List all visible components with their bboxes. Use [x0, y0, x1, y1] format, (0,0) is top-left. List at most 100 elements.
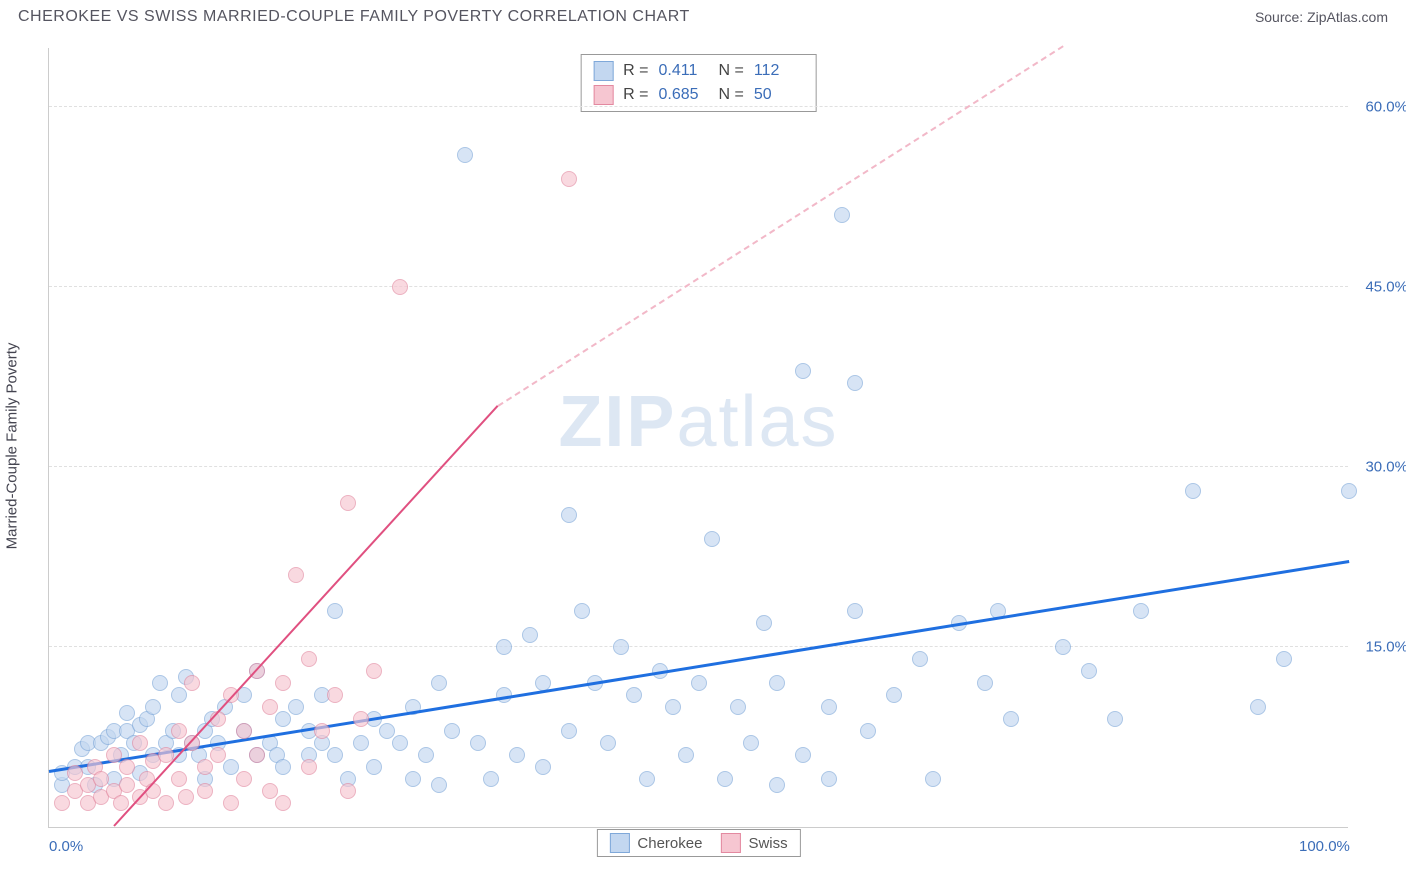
data-point — [119, 777, 135, 793]
header: CHEROKEE VS SWISS MARRIED-COUPLE FAMILY … — [0, 0, 1406, 30]
data-point — [197, 783, 213, 799]
data-point — [119, 705, 135, 721]
data-point — [275, 711, 291, 727]
y-tick-label: 30.0% — [1353, 459, 1406, 476]
data-point — [301, 759, 317, 775]
data-point — [106, 747, 122, 763]
data-point — [67, 765, 83, 781]
data-point — [1107, 711, 1123, 727]
data-point — [353, 711, 369, 727]
data-point — [132, 735, 148, 751]
data-point — [561, 723, 577, 739]
legend-label: Cherokee — [637, 835, 702, 852]
data-point — [158, 795, 174, 811]
data-point — [678, 747, 694, 763]
data-point — [847, 603, 863, 619]
data-point — [600, 735, 616, 751]
data-point — [977, 675, 993, 691]
data-point — [288, 699, 304, 715]
watermark: ZIPatlas — [558, 381, 838, 463]
data-point — [1003, 711, 1019, 727]
data-point — [178, 789, 194, 805]
data-point — [340, 783, 356, 799]
data-point — [1341, 483, 1357, 499]
data-point — [925, 771, 941, 787]
data-point — [886, 687, 902, 703]
data-point — [470, 735, 486, 751]
data-point — [249, 747, 265, 763]
data-point — [561, 171, 577, 187]
data-point — [1276, 651, 1292, 667]
legend-row-swiss: R =0.685 N =50 — [593, 83, 804, 107]
data-point — [223, 759, 239, 775]
data-point — [1133, 603, 1149, 619]
data-point — [704, 531, 720, 547]
data-point — [613, 639, 629, 655]
data-point — [288, 567, 304, 583]
data-point — [769, 675, 785, 691]
data-point — [197, 759, 213, 775]
x-tick-label: 100.0% — [1299, 838, 1350, 855]
data-point — [847, 375, 863, 391]
data-point — [236, 771, 252, 787]
data-point — [366, 759, 382, 775]
data-point — [236, 723, 252, 739]
data-point — [223, 795, 239, 811]
swatch-swiss — [593, 85, 613, 105]
swatch-cherokee — [593, 61, 613, 81]
data-point — [769, 777, 785, 793]
data-point — [171, 723, 187, 739]
legend-item: Swiss — [720, 833, 787, 853]
data-point — [665, 699, 681, 715]
data-point — [54, 795, 70, 811]
data-point — [834, 207, 850, 223]
y-tick-label: 45.0% — [1353, 279, 1406, 296]
data-point — [743, 735, 759, 751]
y-axis-label: Married-Couple Family Poverty — [4, 343, 21, 550]
data-point — [1081, 663, 1097, 679]
data-point — [262, 783, 278, 799]
data-point — [1250, 699, 1266, 715]
data-point — [210, 747, 226, 763]
data-point — [1055, 639, 1071, 655]
data-point — [795, 747, 811, 763]
data-point — [860, 723, 876, 739]
data-point — [353, 735, 369, 751]
data-point — [730, 699, 746, 715]
data-point — [152, 675, 168, 691]
data-point — [171, 687, 187, 703]
data-point — [379, 723, 395, 739]
data-point — [327, 747, 343, 763]
data-point — [1185, 483, 1201, 499]
data-point — [444, 723, 460, 739]
data-point — [496, 639, 512, 655]
data-point — [912, 651, 928, 667]
data-point — [535, 759, 551, 775]
legend-label: Swiss — [748, 835, 787, 852]
gridline — [49, 466, 1348, 467]
data-point — [340, 495, 356, 511]
legend-row-cherokee: R =0.411 N =112 — [593, 59, 804, 83]
data-point — [795, 363, 811, 379]
x-tick-label: 0.0% — [49, 838, 83, 855]
series-legend: Cherokee Swiss — [596, 829, 800, 857]
data-point — [275, 675, 291, 691]
data-point — [392, 279, 408, 295]
data-point — [509, 747, 525, 763]
data-point — [561, 507, 577, 523]
data-point — [392, 735, 408, 751]
data-point — [431, 777, 447, 793]
trend-line — [49, 560, 1349, 773]
data-point — [113, 795, 129, 811]
data-point — [405, 771, 421, 787]
gridline — [49, 106, 1348, 107]
data-point — [756, 615, 772, 631]
data-point — [639, 771, 655, 787]
data-point — [275, 795, 291, 811]
data-point — [93, 771, 109, 787]
legend-swatch — [609, 833, 629, 853]
legend-swatch — [720, 833, 740, 853]
gridline — [49, 646, 1348, 647]
data-point — [301, 651, 317, 667]
data-point — [184, 675, 200, 691]
